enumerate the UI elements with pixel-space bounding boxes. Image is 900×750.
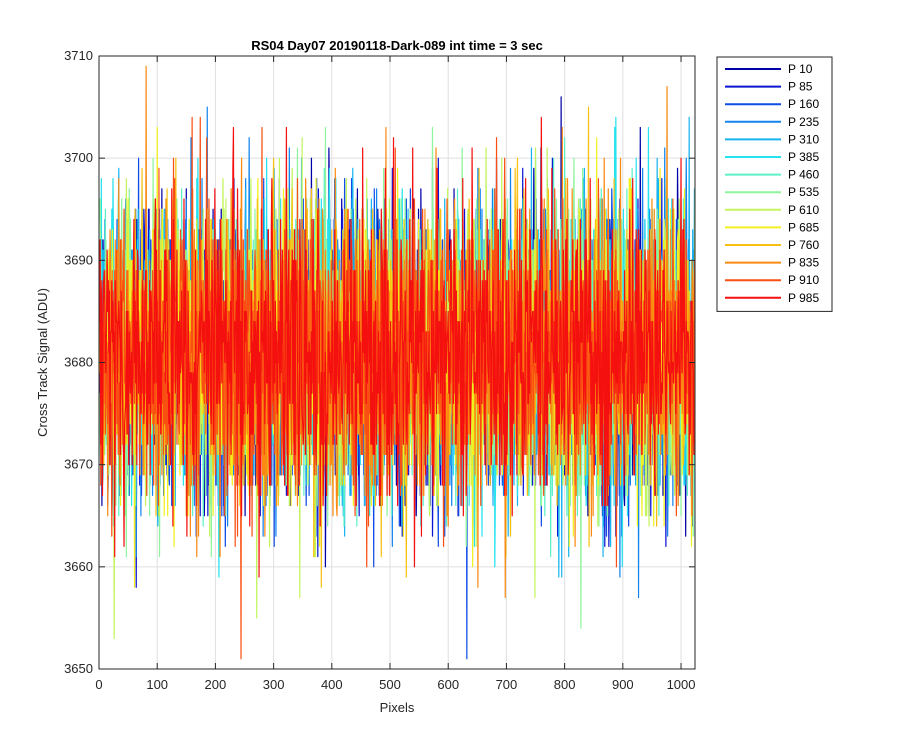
- plot-area: 0 100 200 300 400 500 600 700 800 900 1000 3650 3660…: [64, 48, 696, 692]
- x-axis-label: Pixels: [380, 700, 415, 715]
- legend-box: [716, 56, 833, 312]
- legend-entry: P 385: [788, 150, 819, 164]
- y-axis-label: Cross Track Signal (ADU): [35, 288, 50, 437]
- y-tick-label: 3690: [64, 252, 93, 267]
- legend: P 10 P 85 P 160 P 235 P 310 P 385 P 460 P 535 P …: [716, 56, 833, 312]
- y-tick-label: 3670: [64, 457, 93, 472]
- legend-entry: P 910: [788, 273, 819, 287]
- legend-entry: P 760: [788, 238, 819, 252]
- x-tick-label: 0: [95, 677, 102, 692]
- legend-entry: P 985: [788, 291, 819, 305]
- x-tick-label: 1000: [667, 677, 696, 692]
- legend-entry: P 685: [788, 220, 819, 234]
- series-layer: [99, 65, 695, 660]
- x-tick-label: 400: [321, 677, 343, 692]
- legend-entry: P 160: [788, 97, 819, 111]
- legend-entry: P 10: [788, 62, 813, 76]
- x-tick-label: 500: [379, 677, 401, 692]
- y-tick-label: 3710: [64, 48, 93, 63]
- y-tick-label: 3700: [64, 150, 93, 165]
- legend-entry: P 610: [788, 203, 819, 217]
- legend-entry: P 460: [788, 168, 819, 182]
- legend-entry: P 310: [788, 132, 819, 146]
- x-tick-label: 800: [554, 677, 576, 692]
- legend-entry: P 235: [788, 115, 819, 129]
- x-tick-label: 700: [496, 677, 518, 692]
- axis-ticks: 0 100 200 300 400 500 600 700 800 900 1000 3650 3660…: [64, 48, 695, 692]
- legend-entry: P 535: [788, 185, 819, 199]
- series-line: [99, 116, 695, 578]
- legend-entry: P 835: [788, 256, 819, 270]
- y-tick-label: 3680: [64, 355, 93, 370]
- x-tick-label: 600: [437, 677, 459, 692]
- x-tick-label: 100: [146, 677, 168, 692]
- x-tick-label: 900: [612, 677, 634, 692]
- x-tick-label: 200: [205, 677, 227, 692]
- y-tick-label: 3660: [64, 559, 93, 574]
- y-tick-label: 3650: [64, 661, 93, 676]
- legend-entry: P 85: [788, 80, 813, 94]
- x-tick-label: 300: [263, 677, 285, 692]
- chart-title: RS04 Day07 20190118-Dark-089 int time = …: [251, 38, 543, 53]
